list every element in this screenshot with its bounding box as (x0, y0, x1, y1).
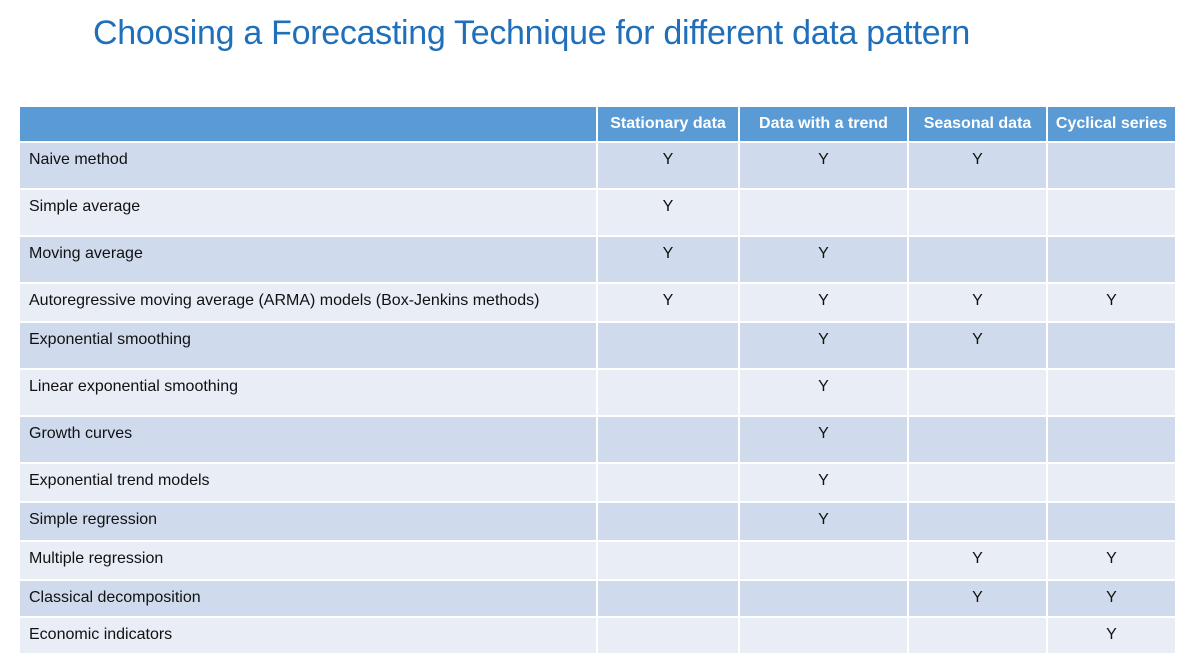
technique-name: Classical decomposition (18, 579, 598, 618)
stationary-cell (596, 540, 740, 581)
cyclical-cell: Y (1046, 282, 1177, 323)
header-stationary-data: Stationary data (596, 105, 740, 143)
cyclical-cell (1046, 141, 1177, 190)
table-row: Economic indicators Y (18, 616, 1177, 655)
technique-name: Naive method (18, 141, 598, 190)
seasonal-cell: Y (907, 141, 1048, 190)
table-row: Exponential smoothing Y Y (18, 321, 1177, 370)
stationary-cell (596, 462, 740, 503)
technique-name: Moving average (18, 235, 598, 284)
table-row: Simple average Y (18, 188, 1177, 237)
cyclical-cell: Y (1046, 616, 1177, 655)
stationary-cell: Y (596, 141, 740, 190)
table-row: Autoregressive moving average (ARMA) mod… (18, 282, 1177, 323)
cyclical-cell (1046, 415, 1177, 464)
stationary-cell (596, 368, 740, 417)
stationary-cell (596, 501, 740, 542)
header-technique (18, 105, 598, 143)
seasonal-cell: Y (907, 540, 1048, 581)
trend-cell: Y (738, 415, 909, 464)
cyclical-cell (1046, 321, 1177, 370)
trend-cell (738, 188, 909, 237)
trend-cell: Y (738, 282, 909, 323)
trend-cell: Y (738, 141, 909, 190)
cyclical-cell (1046, 368, 1177, 417)
technique-name: Growth curves (18, 415, 598, 464)
technique-name: Exponential smoothing (18, 321, 598, 370)
stationary-cell: Y (596, 235, 740, 284)
table-row: Classical decomposition Y Y (18, 579, 1177, 618)
stationary-cell (596, 415, 740, 464)
trend-cell (738, 616, 909, 655)
cyclical-cell: Y (1046, 540, 1177, 581)
technique-name: Multiple regression (18, 540, 598, 581)
header-seasonal-data: Seasonal data (907, 105, 1048, 143)
stationary-cell: Y (596, 188, 740, 237)
trend-cell (738, 540, 909, 581)
table-row: Exponential trend models Y (18, 462, 1177, 503)
technique-name: Exponential trend models (18, 462, 598, 503)
seasonal-cell (907, 368, 1048, 417)
trend-cell (738, 579, 909, 618)
table-row: Naive method Y Y Y (18, 141, 1177, 190)
stationary-cell (596, 579, 740, 618)
table-header-row: Stationary data Data with a trend Season… (18, 105, 1177, 143)
stationary-cell: Y (596, 282, 740, 323)
trend-cell: Y (738, 321, 909, 370)
forecasting-technique-table: Stationary data Data with a trend Season… (18, 105, 1177, 655)
cyclical-cell (1046, 188, 1177, 237)
table-row: Moving average Y Y (18, 235, 1177, 284)
table-row: Linear exponential smoothing Y (18, 368, 1177, 417)
technique-name: Simple average (18, 188, 598, 237)
technique-name: Linear exponential smoothing (18, 368, 598, 417)
table-row: Multiple regression Y Y (18, 540, 1177, 581)
table-row: Growth curves Y (18, 415, 1177, 464)
technique-name: Economic indicators (18, 616, 598, 655)
stationary-cell (596, 616, 740, 655)
seasonal-cell (907, 415, 1048, 464)
seasonal-cell: Y (907, 579, 1048, 618)
seasonal-cell (907, 501, 1048, 542)
cyclical-cell (1046, 462, 1177, 503)
trend-cell: Y (738, 235, 909, 284)
seasonal-cell (907, 616, 1048, 655)
header-data-with-trend: Data with a trend (738, 105, 909, 143)
page-title: Choosing a Forecasting Technique for dif… (93, 14, 970, 52)
cyclical-cell: Y (1046, 579, 1177, 618)
cyclical-cell (1046, 501, 1177, 542)
seasonal-cell (907, 235, 1048, 284)
seasonal-cell: Y (907, 321, 1048, 370)
header-cyclical-series: Cyclical series (1046, 105, 1177, 143)
cyclical-cell (1046, 235, 1177, 284)
stationary-cell (596, 321, 740, 370)
trend-cell: Y (738, 501, 909, 542)
seasonal-cell: Y (907, 282, 1048, 323)
seasonal-cell (907, 462, 1048, 503)
trend-cell: Y (738, 368, 909, 417)
trend-cell: Y (738, 462, 909, 503)
seasonal-cell (907, 188, 1048, 237)
technique-name: Simple regression (18, 501, 598, 542)
table-row: Simple regression Y (18, 501, 1177, 542)
technique-name: Autoregressive moving average (ARMA) mod… (18, 282, 598, 323)
